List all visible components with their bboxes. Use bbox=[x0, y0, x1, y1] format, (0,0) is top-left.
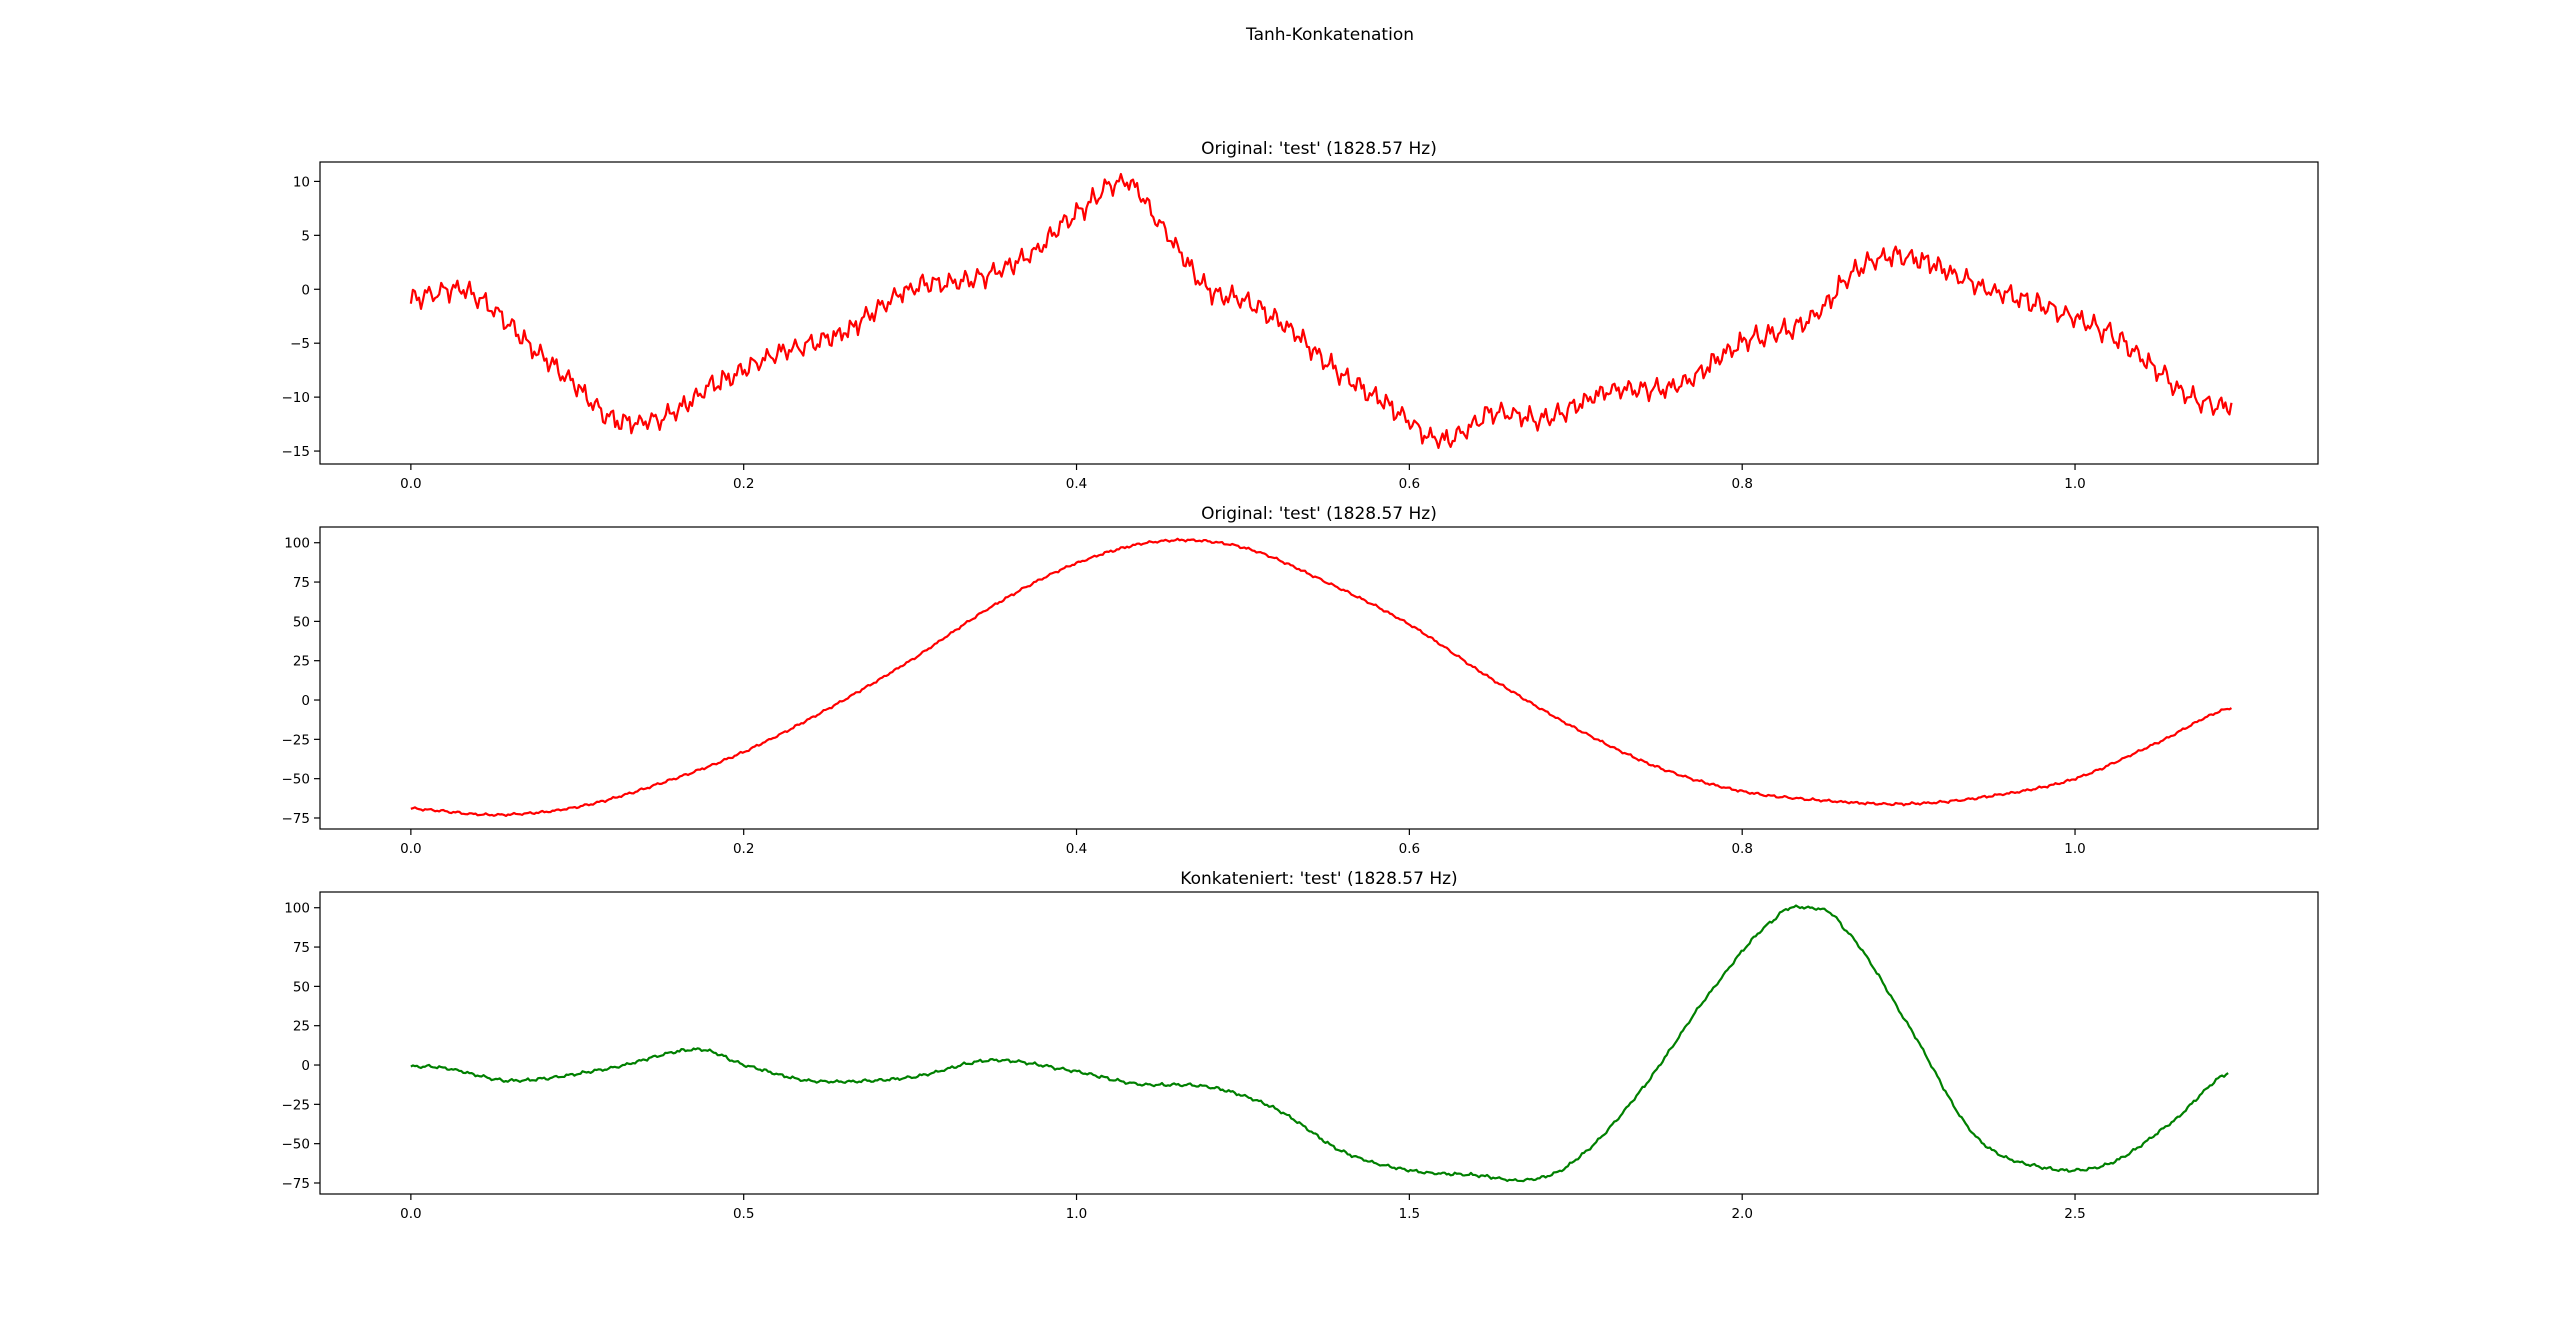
x-tick-label: 0.8 bbox=[1731, 476, 1752, 492]
y-tick-label: 10 bbox=[293, 174, 310, 190]
x-tick-label: 1.0 bbox=[2064, 476, 2085, 492]
y-tick-label: −25 bbox=[282, 732, 311, 748]
x-tick-label: 0.4 bbox=[1066, 841, 1087, 857]
x-tick-label: 0.6 bbox=[1399, 841, 1420, 857]
y-tick-label: 50 bbox=[293, 979, 310, 995]
y-tick-label: −15 bbox=[282, 444, 311, 460]
y-tick-label: 50 bbox=[293, 614, 310, 630]
figure-title: Tanh-Konkatenation bbox=[1245, 25, 1414, 45]
y-tick-label: −50 bbox=[282, 1137, 311, 1153]
y-tick-label: −25 bbox=[282, 1097, 311, 1113]
x-tick-label: 0.5 bbox=[733, 1206, 754, 1222]
y-tick-label: 0 bbox=[301, 693, 310, 709]
y-tick-label: 5 bbox=[301, 228, 310, 244]
y-tick-label: 0 bbox=[301, 1058, 310, 1074]
axes-frame bbox=[319, 526, 2319, 830]
x-tick-label: 0.2 bbox=[733, 841, 754, 857]
axes-2: Original: 'test' (1828.57 Hz) 0.0 0.2 0.4 0.… bbox=[282, 504, 2319, 857]
y-tick-label: 0 bbox=[301, 282, 310, 298]
y-tick-label: −75 bbox=[282, 1176, 311, 1192]
y-tick-label: 100 bbox=[284, 536, 310, 552]
x-tick-label: 2.0 bbox=[1731, 1206, 1752, 1222]
x-tick-label: 0.0 bbox=[400, 476, 421, 492]
axes-frame bbox=[319, 891, 2319, 1195]
axes-title: Konkateniert: 'test' (1828.57 Hz) bbox=[1180, 869, 1457, 889]
y-tick-label: −50 bbox=[282, 772, 311, 788]
axes-title: Original: 'test' (1828.57 Hz) bbox=[1201, 504, 1437, 524]
x-tick-label: 0.8 bbox=[1731, 841, 1752, 857]
y-tick-label: 100 bbox=[284, 901, 310, 917]
y-tick-label: −5 bbox=[290, 336, 310, 352]
series-line bbox=[410, 904, 2229, 1183]
x-tick-label: 1.5 bbox=[1399, 1206, 1420, 1222]
x-tick-label: 0.2 bbox=[733, 476, 754, 492]
x-tick-label: 2.5 bbox=[2064, 1206, 2085, 1222]
y-tick-label: −10 bbox=[282, 390, 311, 406]
x-tick-label: 0.6 bbox=[1399, 476, 1420, 492]
series-line bbox=[410, 537, 2233, 818]
x-tick-label: 0.4 bbox=[1066, 476, 1087, 492]
x-tick-label: 1.0 bbox=[2064, 841, 2085, 857]
x-tick-label: 0.0 bbox=[400, 841, 421, 857]
y-tick-label: 75 bbox=[293, 575, 310, 591]
x-tick-label: 0.0 bbox=[400, 1206, 421, 1222]
series-line bbox=[409, 172, 2233, 449]
axes-3: Konkateniert: 'test' (1828.57 Hz) 0.0 0.5 1… bbox=[282, 869, 2319, 1222]
axes-title: Original: 'test' (1828.57 Hz) bbox=[1201, 139, 1437, 159]
y-tick-label: −75 bbox=[282, 811, 311, 827]
y-tick-label: 25 bbox=[293, 654, 310, 670]
y-tick-label: 75 bbox=[293, 940, 310, 956]
axes-1: Original: 'test' (1828.57 Hz) 0.0 0.2 0.4 0.… bbox=[282, 139, 2319, 492]
x-tick-label: 1.0 bbox=[1066, 1206, 1087, 1222]
y-tick-label: 25 bbox=[293, 1019, 310, 1035]
axes-frame bbox=[319, 161, 2319, 465]
